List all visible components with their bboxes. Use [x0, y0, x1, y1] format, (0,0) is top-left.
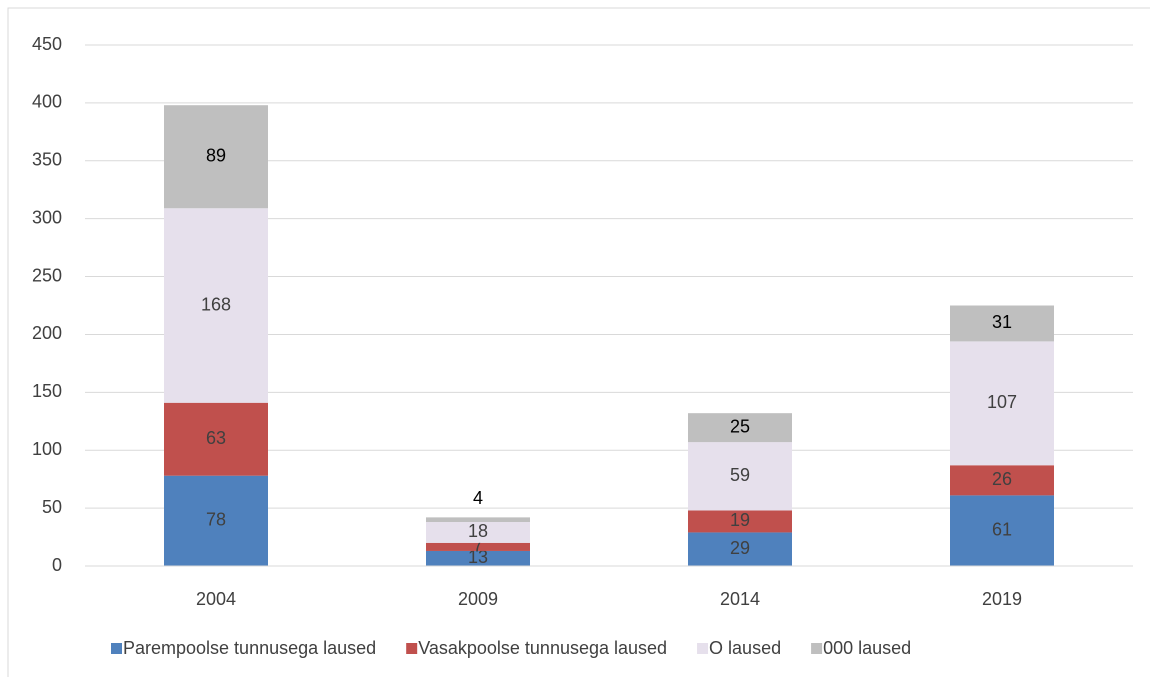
x-tick-label: 2014 [720, 589, 760, 609]
bar-segment [426, 522, 530, 543]
bar-segment [950, 465, 1054, 496]
bar-segment [950, 341, 1054, 466]
data-label: 89 [206, 145, 226, 165]
data-label: 59 [730, 465, 750, 485]
data-label: 26 [992, 469, 1012, 489]
data-label: 18 [468, 521, 488, 541]
x-tick-label: 2004 [196, 589, 236, 609]
bar-segment [688, 442, 792, 511]
data-label: 19 [730, 510, 750, 530]
bar-segment [164, 208, 268, 403]
data-label: 29 [730, 538, 750, 558]
data-label: 13 [468, 547, 488, 567]
y-tick-label: 250 [32, 265, 62, 285]
bar-segment [164, 105, 268, 209]
bar-segment [950, 305, 1054, 342]
y-tick-label: 200 [32, 323, 62, 343]
y-tick-label: 50 [42, 497, 62, 517]
legend-swatch [697, 643, 709, 654]
y-tick-label: 0 [52, 555, 62, 575]
x-tick-label: 2009 [458, 589, 498, 609]
bar-segment [688, 510, 792, 533]
data-label: 25 [730, 416, 750, 436]
y-tick-label: 450 [32, 34, 62, 54]
bar-segment [426, 517, 530, 523]
data-label: 168 [201, 294, 231, 314]
legend-label: 000 laused [823, 638, 911, 658]
y-tick-label: 150 [32, 381, 62, 401]
legend-swatch [406, 643, 418, 654]
bar-segment [688, 413, 792, 443]
data-label: 107 [987, 392, 1017, 412]
y-tick-label: 400 [32, 92, 62, 112]
y-tick-label: 100 [32, 439, 62, 459]
bar-segment [164, 475, 268, 566]
data-label: 61 [992, 519, 1012, 539]
data-label: 63 [206, 428, 226, 448]
legend-swatch [111, 643, 122, 654]
bar-segment [164, 402, 268, 476]
y-tick-label: 350 [32, 150, 62, 170]
data-label: 7 [473, 536, 483, 556]
y-tick-label: 300 [32, 207, 62, 227]
bar-segment [426, 550, 530, 566]
x-tick-label: 2019 [982, 589, 1022, 609]
legend-label: O laused [709, 638, 781, 658]
data-label: 31 [992, 312, 1012, 332]
bar-segment [426, 542, 530, 551]
legend-label: Parempoolse tunnusega laused [123, 638, 376, 658]
data-label: 78 [206, 510, 226, 530]
data-label: 4 [473, 488, 483, 508]
legend-label: Vasakpoolse tunnusega laused [418, 638, 667, 658]
bar-segment [950, 495, 1054, 566]
legend-swatch [811, 643, 823, 654]
chart-frame [7, 7, 1150, 682]
bar-segment [688, 532, 792, 566]
